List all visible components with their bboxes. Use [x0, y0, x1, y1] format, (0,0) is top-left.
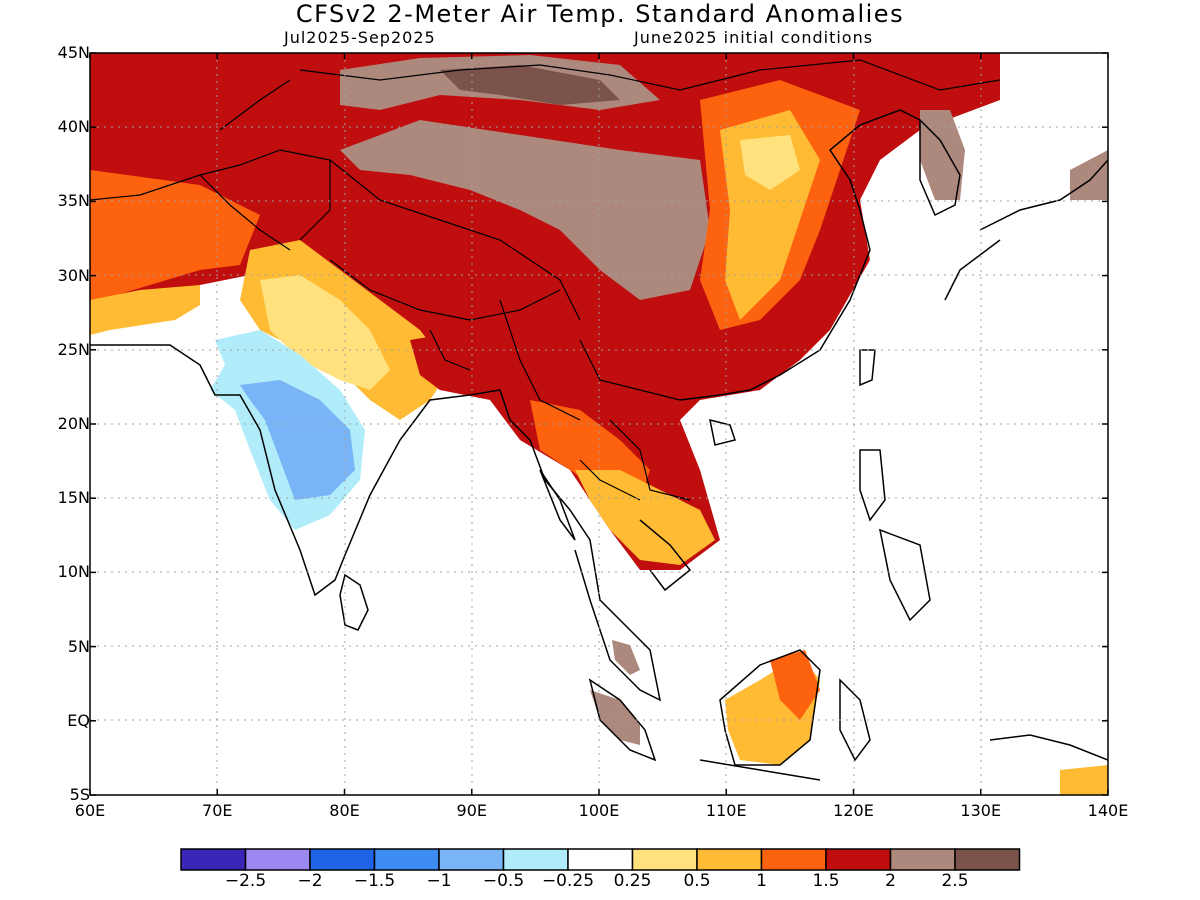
axis-ticks	[89, 52, 1109, 796]
colorbar-label: 0.25	[613, 871, 652, 891]
colorbar-swatch	[309, 848, 376, 871]
colorbar-label: 2.5	[941, 871, 969, 891]
colorbar-swatch	[502, 848, 569, 871]
colorbar-label: 0.5	[683, 871, 711, 891]
lat-label: 45N	[57, 43, 90, 62]
coastlines	[90, 109, 1108, 781]
colorbar-label: 2	[885, 871, 896, 891]
lat-label: 20N	[57, 414, 90, 433]
colorbar-swatch	[180, 848, 247, 871]
colorbar-label: −2	[297, 871, 323, 891]
colorbar-label: −1.5	[353, 871, 396, 891]
lon-label: 140E	[1087, 801, 1129, 820]
lon-label: 70E	[202, 801, 233, 820]
initial-conditions: June2025 initial conditions	[634, 28, 874, 47]
anomaly-field-west-light	[90, 285, 200, 335]
lon-label: 130E	[960, 801, 1002, 820]
colorbar-label: −1	[426, 871, 452, 891]
colorbar-label: 1.5	[812, 871, 840, 891]
graticule	[90, 53, 1108, 795]
lon-label: 60E	[74, 801, 106, 820]
lat-label: 30N	[57, 265, 90, 285]
colorbar-swatch	[567, 848, 634, 871]
colorbar-swatch	[954, 848, 1021, 871]
anomaly-field-korea-brown	[920, 110, 965, 200]
colorbar-label: −2.5	[224, 871, 267, 891]
anomaly-field-mongolia-dark	[440, 65, 620, 105]
lon-label: 90E	[456, 801, 487, 820]
anomaly-field-india-pale	[260, 275, 390, 390]
colorbar-label: −0.25	[541, 871, 595, 891]
colorbar-label: 1	[756, 871, 767, 891]
colorbar-swatch	[696, 848, 763, 871]
anomaly-field-sumatra	[590, 690, 640, 745]
lat-label: 35N	[57, 191, 90, 211]
lat-label: 10N	[57, 562, 90, 582]
anomaly-field-malaysia	[612, 640, 640, 675]
lat-label: 40N	[57, 117, 90, 137]
lon-label: 110E	[705, 801, 747, 820]
lat-label: 25N	[57, 339, 90, 359]
colorbar-swatch	[889, 848, 956, 871]
anomaly-field-borneo-warm	[770, 650, 820, 720]
lat-label: 15N	[57, 488, 90, 508]
anomaly-field-india-cold-core	[240, 380, 355, 500]
lat-label: EQ	[67, 710, 90, 730]
colorbar-swatch	[760, 848, 827, 871]
lon-label: 120E	[833, 801, 874, 820]
anomaly-field-new-guinea	[1060, 765, 1108, 795]
lon-label: 80E	[329, 801, 360, 820]
colorbar-swatch	[244, 848, 311, 871]
anomaly-field-indochina-light	[575, 470, 715, 565]
anomaly-field-bengal	[410, 330, 520, 400]
country-borders	[90, 59, 1001, 501]
colorbar-swatch	[438, 848, 505, 871]
lat-label: 5S	[69, 785, 90, 804]
colorbar-swatch	[373, 848, 440, 871]
chart-title: CFSv2 2-Meter Air Temp. Standard Anomali…	[295, 0, 905, 28]
colorbar	[180, 848, 1021, 871]
colorbar-label: −0.5	[482, 871, 525, 891]
anomaly-field-east-china-pale	[740, 135, 800, 190]
lon-label: 100E	[578, 801, 620, 820]
forecast-period: Jul2025-Sep2025	[284, 28, 436, 47]
colorbar-swatch	[825, 848, 892, 871]
colorbar-swatch	[631, 848, 698, 871]
anomaly-field-tibet-brown	[340, 120, 710, 300]
lat-label: 5N	[67, 636, 90, 656]
anomaly-field-west-warm	[90, 170, 260, 300]
